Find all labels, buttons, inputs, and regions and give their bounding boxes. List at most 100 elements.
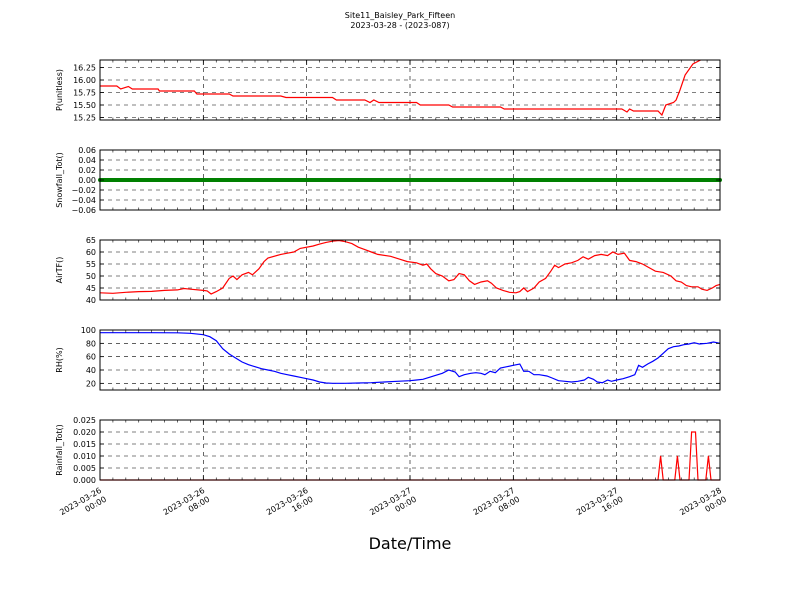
data-point bbox=[272, 178, 277, 182]
data-point bbox=[359, 178, 364, 182]
data-point bbox=[114, 178, 119, 182]
data-point bbox=[679, 178, 684, 182]
y-tick-label: 55 bbox=[86, 260, 96, 269]
data-point bbox=[650, 178, 655, 182]
data-point bbox=[705, 178, 710, 182]
data-point bbox=[127, 178, 132, 182]
data-point bbox=[417, 178, 422, 182]
data-point bbox=[666, 178, 671, 182]
data-point bbox=[692, 178, 697, 182]
data-point bbox=[201, 178, 206, 182]
y-tick-label: 20 bbox=[86, 379, 96, 388]
data-point bbox=[372, 178, 377, 182]
data-point bbox=[566, 178, 571, 182]
panel-frame bbox=[99, 149, 721, 211]
data-point bbox=[624, 178, 629, 182]
data-point bbox=[278, 178, 283, 182]
data-point bbox=[346, 178, 351, 182]
data-point bbox=[556, 178, 561, 182]
data-point bbox=[120, 178, 125, 182]
panel-rainfall: 0.000 0.005 0.010 0.015 0.020 0.025 Rainfall_T… bbox=[55, 416, 721, 485]
data-point bbox=[340, 178, 345, 182]
data-point bbox=[162, 178, 167, 182]
y-axis-label: AirTF() bbox=[55, 257, 64, 284]
data-point bbox=[256, 178, 261, 182]
data-point bbox=[240, 178, 245, 182]
data-point bbox=[149, 178, 154, 182]
data-point bbox=[211, 178, 216, 182]
data-point bbox=[314, 178, 319, 182]
data-point bbox=[324, 178, 329, 182]
data-point bbox=[349, 178, 354, 182]
y-tick-label: 60 bbox=[86, 248, 96, 257]
data-point bbox=[401, 178, 406, 182]
data-point bbox=[456, 178, 461, 182]
data-point bbox=[592, 178, 597, 182]
data-point bbox=[317, 178, 322, 182]
data-point bbox=[698, 178, 703, 182]
data-point bbox=[424, 178, 429, 182]
data-point bbox=[282, 178, 287, 182]
data-point bbox=[336, 178, 341, 182]
data-point bbox=[404, 178, 409, 182]
x-tick-label: 2023-03-2716:00 bbox=[575, 486, 625, 526]
series-line-pressure bbox=[100, 59, 701, 117]
data-point bbox=[543, 178, 548, 182]
series-line-airtemp bbox=[99, 239, 721, 295]
data-point bbox=[449, 178, 454, 182]
y-tick-label: 45 bbox=[86, 284, 96, 293]
data-point bbox=[123, 178, 128, 182]
y-tick-label: 15.25 bbox=[73, 114, 96, 123]
data-point bbox=[223, 178, 228, 182]
data-point bbox=[327, 178, 332, 182]
data-point bbox=[524, 178, 529, 182]
data-point bbox=[143, 178, 148, 182]
data-point bbox=[230, 178, 235, 182]
data-point bbox=[504, 178, 509, 182]
data-point bbox=[330, 178, 335, 182]
data-point bbox=[169, 178, 174, 182]
y-tick-label: 100 bbox=[81, 326, 96, 335]
y-tick-label: 15.50 bbox=[73, 101, 96, 110]
data-point bbox=[540, 178, 545, 182]
data-point bbox=[708, 178, 713, 182]
data-point bbox=[253, 178, 257, 182]
panel-frame bbox=[99, 419, 721, 481]
data-point bbox=[178, 178, 183, 182]
data-point bbox=[495, 178, 500, 182]
data-point bbox=[188, 178, 193, 182]
data-point bbox=[511, 178, 516, 182]
data-point bbox=[117, 178, 122, 182]
data-point bbox=[262, 178, 267, 182]
data-point bbox=[462, 178, 467, 182]
panel-frame bbox=[99, 329, 721, 391]
data-point bbox=[614, 178, 619, 182]
data-point bbox=[275, 178, 280, 182]
data-point bbox=[249, 178, 254, 182]
data-point bbox=[646, 178, 651, 182]
data-point bbox=[420, 178, 425, 182]
data-point bbox=[301, 178, 306, 182]
data-point bbox=[472, 178, 477, 182]
data-point bbox=[621, 178, 626, 182]
data-point bbox=[411, 178, 416, 182]
chart-title: Site11_Baisley_Park_Fifteen bbox=[344, 11, 456, 20]
data-point bbox=[569, 178, 574, 182]
y-tick-label: 0.04 bbox=[78, 156, 96, 165]
data-point bbox=[640, 178, 645, 182]
data-point bbox=[595, 178, 600, 182]
y-tick-label: 60 bbox=[86, 353, 96, 362]
data-point bbox=[663, 178, 668, 182]
data-point bbox=[375, 178, 380, 182]
data-point bbox=[408, 178, 412, 182]
data-point bbox=[156, 178, 161, 182]
data-point bbox=[433, 178, 438, 182]
data-point bbox=[459, 178, 464, 182]
data-point bbox=[110, 178, 115, 182]
panel-rh: 20 40 60 80 100 RH(%) bbox=[55, 326, 721, 391]
data-point bbox=[491, 178, 496, 182]
chart-subtitle: 2023-03-28 - (2023-087) bbox=[350, 21, 450, 30]
data-point bbox=[269, 178, 274, 182]
data-point bbox=[608, 178, 613, 182]
data-point bbox=[395, 178, 400, 182]
